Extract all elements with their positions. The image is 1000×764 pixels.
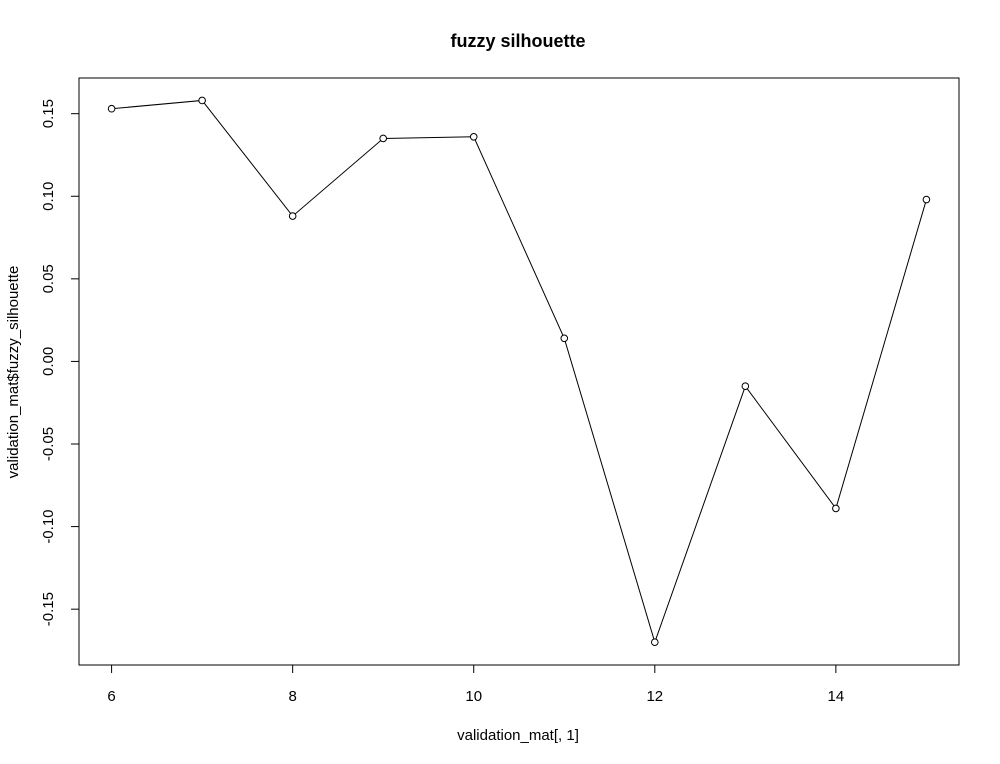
y-tick-label: 0.15: [40, 99, 57, 128]
y-axis: -0.15 -0.10 -0.05 0.00 0.05 0.10 0.15: [40, 99, 80, 626]
x-tick-label: 12: [646, 688, 663, 705]
data-point: [107, 104, 116, 113]
y-axis-label: validation_mat$fuzzy_silhouette: [5, 266, 22, 479]
x-tick-label: 14: [828, 688, 845, 705]
x-tick-label: 10: [465, 688, 482, 705]
chart-title: fuzzy silhouette: [450, 31, 585, 51]
data-point: [922, 195, 931, 204]
y-tick-label: 0.05: [40, 264, 57, 293]
y-tick-label: 0.00: [40, 347, 57, 376]
y-tick-label: -0.10: [40, 509, 57, 543]
data-point: [560, 334, 569, 343]
y-tick-label: -0.05: [40, 427, 57, 461]
data-point: [288, 212, 297, 220]
y-tick-label: 0.10: [40, 182, 57, 211]
data-point: [832, 504, 840, 513]
data-point: [741, 382, 750, 390]
data-point: [651, 638, 659, 647]
data-points: [107, 96, 931, 647]
x-tick-label: 8: [288, 688, 296, 705]
data-point: [198, 96, 206, 105]
x-axis-label: validation_mat[, 1]: [457, 727, 579, 744]
data-point: [469, 132, 478, 141]
y-tick-label: -0.15: [40, 592, 57, 626]
x-tick-label: 6: [107, 688, 115, 705]
series-line: [111, 99, 927, 644]
data-point: [379, 134, 387, 143]
x-axis: 6 8 10 12 14: [107, 664, 845, 705]
